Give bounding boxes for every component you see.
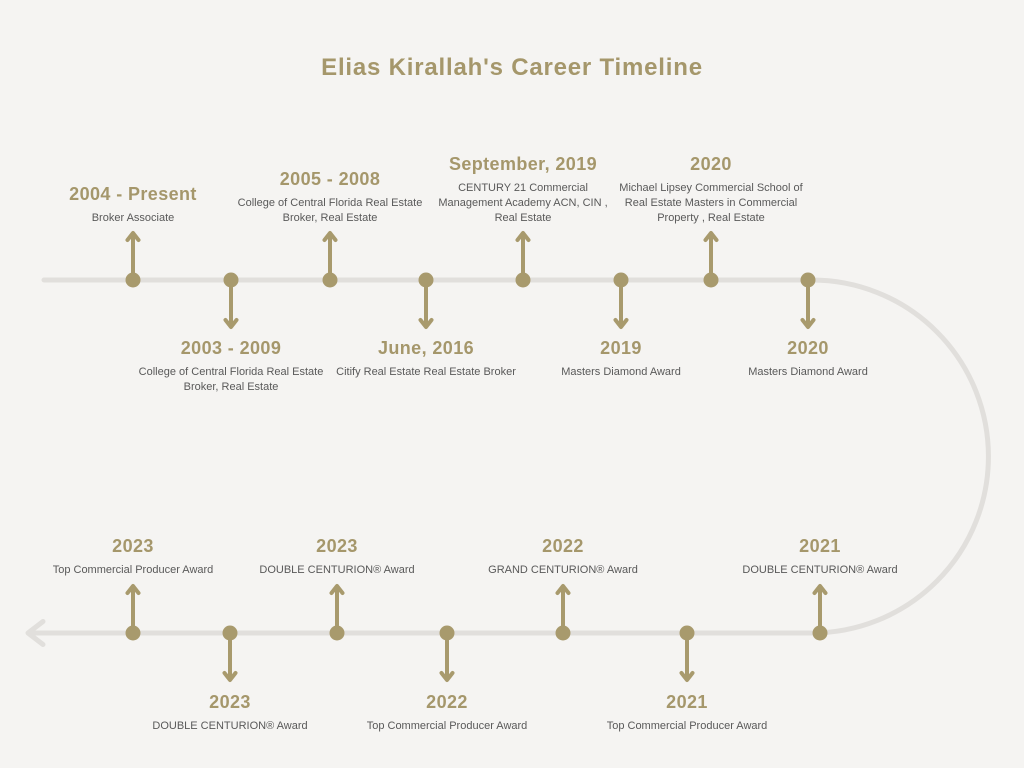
timeline-event: 2021 DOUBLE CENTURION® Award	[710, 536, 930, 578]
timeline-event: 2022 GRAND CENTURION® Award	[453, 536, 673, 578]
event-marker-up	[125, 584, 141, 641]
event-year: 2023	[112, 536, 154, 557]
event-year: 2023	[209, 692, 251, 712]
event-year: 2003 - 2009	[180, 338, 282, 358]
event-description: Masters Diamond Award	[561, 366, 681, 378]
event-year: 2004 - Present	[69, 184, 197, 205]
event-year: 2022	[542, 536, 584, 557]
event-description: Masters Diamond Award	[748, 366, 868, 378]
timeline-event: 2022 Top Commercial Producer Award	[337, 692, 557, 734]
timeline-event: 2003 - 2009 College of Central Florida R…	[126, 338, 336, 395]
event-year: June, 2016	[377, 338, 475, 358]
event-description: GRAND CENTURION® Award	[488, 564, 638, 577]
event-year: 2020	[787, 338, 829, 358]
event-marker-down	[800, 272, 816, 329]
event-year: September, 2019	[448, 154, 598, 175]
event-marker-down	[613, 272, 629, 329]
timeline-event: 2005 - 2008 College of Central Florida R…	[225, 169, 435, 226]
event-description: Michael Lipsey Commercial School of Real…	[619, 182, 803, 225]
event-description: College of Central Florida Real Estate B…	[237, 197, 423, 225]
event-marker-down	[418, 272, 434, 329]
event-marker-down	[679, 625, 695, 682]
event-description: Citify Real Estate Real Estate Broker	[336, 366, 516, 378]
timeline-event: 2020 Michael Lipsey Commercial School of…	[614, 154, 808, 226]
timeline-event: 2021 Top Commercial Producer Award	[577, 692, 797, 734]
event-year: 2022	[426, 692, 468, 712]
timeline-event: 2023 DOUBLE CENTURION® Award	[120, 692, 340, 734]
timeline-track	[25, 277, 991, 647]
event-marker-down	[222, 625, 238, 682]
event-description: Top Commercial Producer Award	[52, 564, 214, 577]
event-marker-up	[515, 231, 531, 288]
event-marker-up	[812, 584, 828, 641]
event-description: College of Central Florida Real Estate B…	[138, 366, 324, 393]
timeline-event: 2023 DOUBLE CENTURION® Award	[227, 536, 447, 578]
timeline-event: 2004 - Present Broker Associate	[23, 184, 243, 226]
track-left-arrow-icon	[25, 619, 46, 647]
event-marker-up	[322, 231, 338, 288]
timeline-event: 2019 Masters Diamond Award	[516, 338, 726, 380]
timeline-event: 2023 Top Commercial Producer Award	[23, 536, 243, 578]
event-marker-up	[703, 231, 719, 288]
timeline-event: September, 2019 CENTURY 21 Commercial Ma…	[431, 154, 615, 226]
event-description: Top Commercial Producer Award	[366, 720, 528, 732]
event-marker-up	[555, 584, 571, 641]
event-description: DOUBLE CENTURION® Award	[152, 720, 308, 732]
timeline-event: June, 2016 Citify Real Estate Real Estat…	[321, 338, 531, 380]
event-year: 2020	[690, 154, 732, 175]
event-description: DOUBLE CENTURION® Award	[742, 564, 898, 577]
event-marker-up	[125, 231, 141, 288]
event-description: Top Commercial Producer Award	[606, 720, 768, 732]
event-description: CENTURY 21 Commercial Management Academy…	[438, 182, 608, 225]
timeline-event: 2020 Masters Diamond Award	[703, 338, 913, 380]
event-description: DOUBLE CENTURION® Award	[259, 564, 415, 577]
event-year: 2021	[799, 536, 841, 557]
event-year: 2005 - 2008	[279, 169, 381, 190]
event-description: Broker Associate	[91, 212, 175, 225]
event-marker-down	[439, 625, 455, 682]
event-marker-down	[223, 272, 239, 329]
event-marker-up	[329, 584, 345, 641]
event-year: 2023	[316, 536, 358, 557]
page-title: Elias Kirallah's Career Timeline	[321, 54, 703, 81]
event-year: 2019	[600, 338, 642, 358]
event-year: 2021	[666, 692, 708, 712]
